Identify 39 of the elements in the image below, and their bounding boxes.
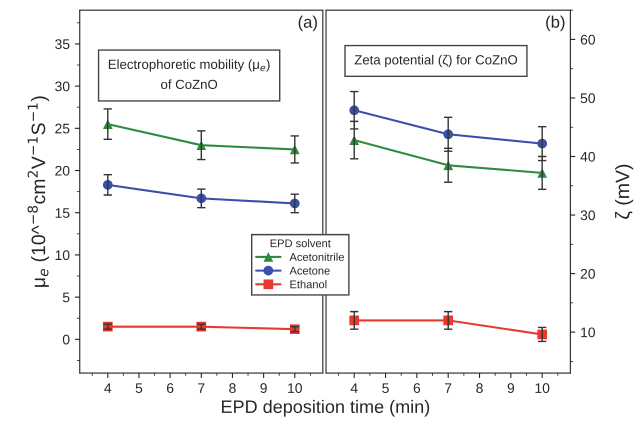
x-tick-label: 9 [260, 383, 267, 394]
y-tick-label: 0 [62, 334, 70, 344]
y-tick-label: 35 [55, 39, 70, 50]
legend-label: Ethanol [290, 280, 326, 288]
y-tick-label: 60 [580, 34, 595, 45]
chart-title: Electrophoretic mobility (μ$_{e}$) of CoZnO [108, 59, 270, 90]
y-tick-label: 30 [580, 210, 595, 220]
legend-label: Acetone [289, 266, 330, 275]
legend-label: Acetonitrile [289, 252, 344, 261]
x-tick-label: 5 [136, 383, 142, 394]
x-tick-label: 8 [229, 383, 236, 394]
x-tick-label: 4 [104, 383, 112, 393]
text: μ$_{e}$ (10^$^{−8}$cm$^{2}$V$^{−1}$S$^{−1}$) [28, 96, 50, 287]
x-tick-label: 5 [382, 383, 389, 394]
y-tick-label: 20 [580, 268, 595, 279]
annotation: (a) [298, 16, 317, 32]
annotation: (b) [546, 16, 564, 32]
y-tick-label: 20 [55, 166, 70, 176]
x-tick-label: 10 [536, 383, 550, 394]
x-tick-label: 7 [198, 383, 204, 393]
legend-title: EPD solvent [270, 239, 331, 248]
y-tick-label: 50 [580, 93, 595, 104]
y-tick-label: 40 [580, 152, 595, 162]
x-tick-label: 4 [350, 383, 358, 393]
x-tick-label: 7 [445, 383, 452, 393]
y-axis-title: ζ (mV) [615, 164, 634, 219]
y-tick-label: 15 [56, 208, 70, 218]
x-tick-label: 9 [508, 383, 514, 394]
y-tick-label: 10 [581, 327, 595, 338]
x-tick-label: 6 [166, 383, 174, 394]
y-tick-label: 10 [56, 250, 70, 260]
x-tick-label: 8 [476, 383, 483, 394]
y-tick-label: 30 [55, 81, 70, 92]
x-tick-label: 6 [414, 383, 420, 394]
x-axis-title: EPD deposition time (min) [222, 400, 430, 417]
x-tick-label: 10 [288, 383, 302, 394]
y-tick-label: 5 [62, 292, 70, 302]
text: Zeta potential (ζ) for CoZnO [354, 54, 518, 68]
y-tick-label: 25 [55, 124, 70, 134]
